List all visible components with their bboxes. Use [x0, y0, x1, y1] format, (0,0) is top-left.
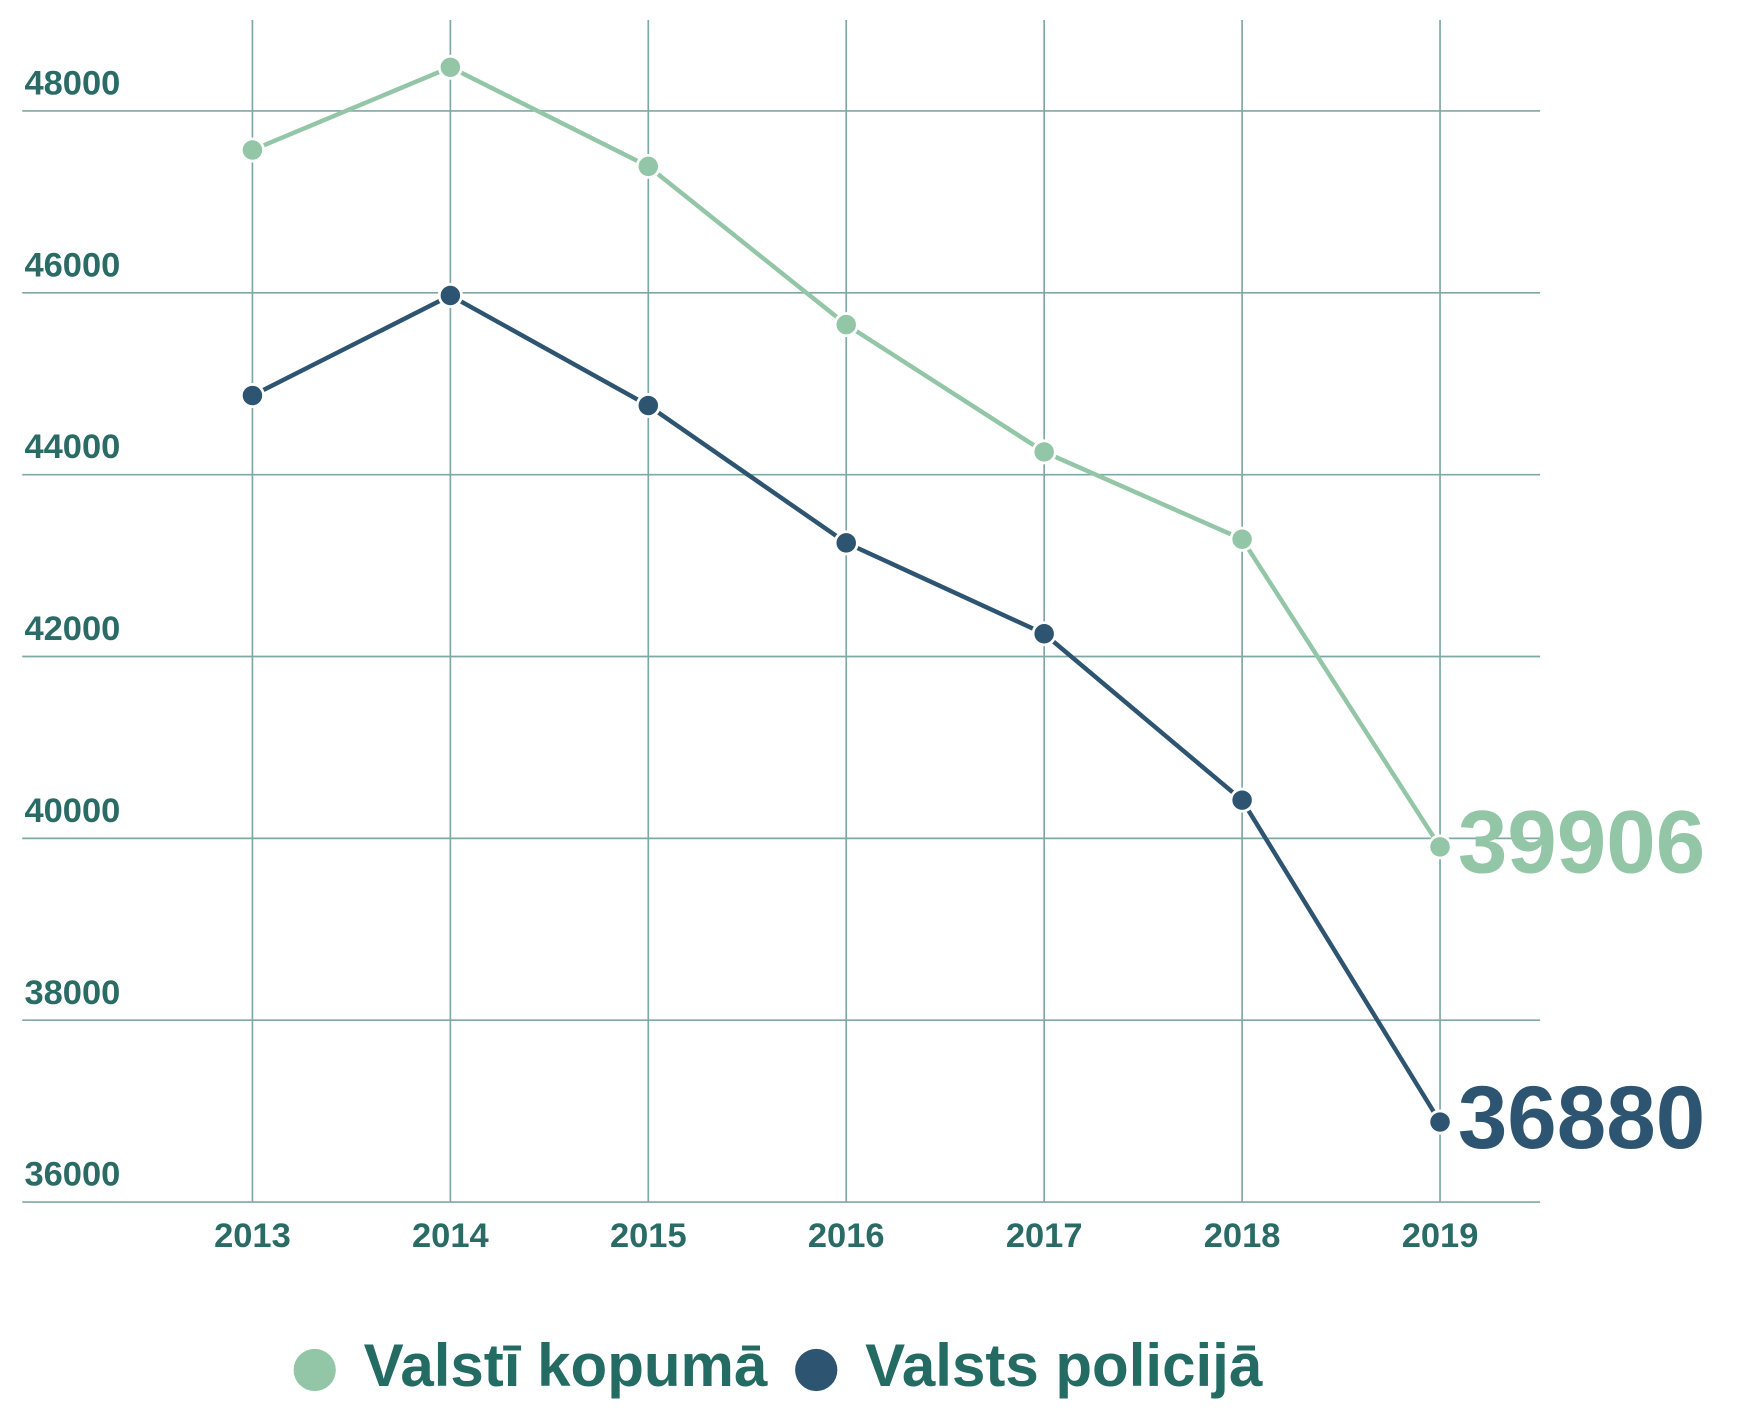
plot-area: 36000 38000 40000 42000 44000 46000 48000 2013 2…: [22, 20, 1705, 1399]
marker: [1427, 834, 1453, 860]
marker: [833, 530, 859, 556]
legend-label: Valsts policijā: [865, 1332, 1263, 1399]
marker: [239, 383, 265, 409]
marker: [635, 393, 661, 419]
x-tick-label: 2015: [610, 1217, 687, 1255]
y-tick-label: 36000: [24, 1156, 120, 1194]
marker: [239, 137, 265, 163]
x-tick-label: 2018: [1204, 1217, 1281, 1255]
marker: [1031, 439, 1057, 465]
y-tick-label: 40000: [24, 792, 120, 830]
end-value-label: 39906: [1458, 792, 1705, 892]
y-tick-label: 42000: [24, 610, 120, 648]
x-tick-label: 2017: [1006, 1217, 1083, 1255]
marker: [1229, 526, 1255, 552]
y-tick-label: 38000: [24, 974, 120, 1012]
marker: [1229, 787, 1255, 813]
y-tick-label: 46000: [24, 246, 120, 284]
y-tick-label: 48000: [24, 64, 120, 102]
marker: [635, 153, 661, 179]
x-tick-label: 2016: [808, 1217, 885, 1255]
x-tick-label: 2013: [214, 1217, 291, 1255]
y-tick-label: 44000: [24, 428, 120, 466]
marker: [437, 283, 463, 309]
x-tick-label: 2019: [1402, 1217, 1479, 1255]
marker: [1427, 1109, 1453, 1135]
x-tick-label: 2014: [412, 1217, 489, 1255]
legend-swatch: [293, 1348, 336, 1392]
marker: [437, 54, 463, 80]
legend-swatch: [795, 1348, 838, 1392]
end-value-label: 36880: [1458, 1067, 1705, 1167]
marker: [833, 312, 859, 338]
legend-label: Valstī kopumā: [364, 1332, 768, 1399]
marker: [1031, 621, 1057, 647]
